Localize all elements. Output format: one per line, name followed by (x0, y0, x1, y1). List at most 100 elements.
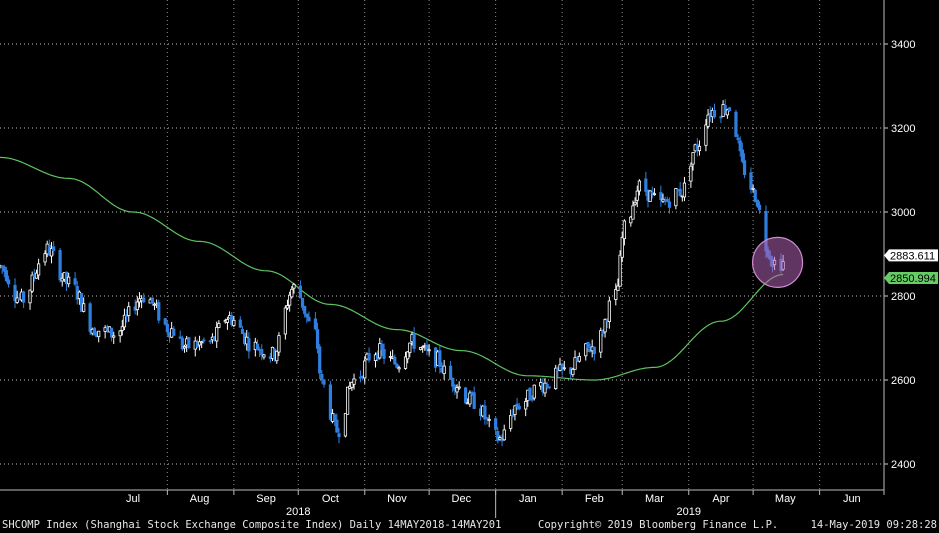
x-tick-label: Dec (452, 493, 472, 505)
candle-body (112, 335, 116, 338)
candle-body (22, 291, 26, 303)
candle-body (622, 220, 626, 240)
candle-body (120, 326, 124, 331)
candle-body (691, 152, 695, 165)
candle-body (592, 346, 596, 355)
candle-body (704, 124, 708, 146)
x-tick-label: Sep (256, 493, 276, 505)
candle-body (571, 368, 575, 376)
candle-body (560, 363, 564, 370)
candle-body (408, 342, 412, 353)
candle-body (509, 415, 513, 429)
ma-value-label-text: 2850.994 (890, 273, 936, 285)
candle-body (648, 190, 652, 202)
candle-body (247, 338, 251, 352)
candle-body (457, 386, 461, 389)
footer-copyright: Copyright© 2019 Bloomberg Finance L.P. (538, 519, 779, 531)
candle-body (577, 355, 581, 362)
x-tick-label: Feb (585, 493, 604, 505)
candle-body (403, 356, 408, 369)
candle-body (343, 413, 348, 437)
candle-body (528, 387, 532, 401)
candle-body (350, 381, 354, 388)
x-tick-label: Jan (519, 493, 537, 505)
candle-body (620, 236, 624, 258)
candle-body (712, 110, 717, 118)
candle-body (118, 330, 122, 337)
candle-body (498, 437, 502, 440)
highlight-circle (751, 236, 804, 288)
last-price-label-text: 2883.611 (890, 250, 935, 262)
candle-body (502, 429, 506, 441)
candle-body (363, 360, 367, 379)
y-tick-label: 3000 (891, 207, 915, 219)
candle-body (313, 318, 318, 330)
y-tick-label: 2600 (891, 375, 915, 387)
candle-body (260, 349, 264, 356)
candle-body (740, 149, 744, 162)
candle-body (292, 283, 296, 289)
candle-body (517, 405, 521, 410)
candle-body (367, 353, 371, 361)
candle-body (232, 319, 236, 326)
candle-body (397, 367, 401, 370)
candle-body (573, 357, 577, 370)
candle-body (217, 323, 221, 328)
candle-body (67, 276, 71, 285)
footer-security-description: SHCOMP Index (Shanghai Stock Exchange Co… (2, 519, 502, 531)
candle-body (682, 182, 687, 198)
candle-body (736, 137, 740, 140)
candle-body (661, 198, 665, 202)
candle-body (734, 111, 738, 138)
candle-body (320, 374, 324, 380)
candle-body (487, 418, 491, 421)
candle-body (631, 205, 635, 220)
candle-body (652, 193, 657, 196)
candle-body (49, 248, 54, 257)
candle-body (742, 160, 747, 176)
candle-body (554, 367, 558, 389)
candle-body (727, 107, 732, 112)
candle-body (380, 343, 384, 351)
candle-body (511, 414, 515, 417)
y-tick-label: 3400 (891, 39, 915, 51)
year-label: 2018 (286, 506, 310, 518)
candle-body (163, 318, 167, 325)
candle-body (197, 341, 202, 346)
candle-body (275, 350, 279, 362)
candle-body (382, 349, 386, 359)
candle-body (52, 246, 56, 252)
y-tick-label: 2400 (891, 459, 915, 471)
candle-body (749, 172, 753, 190)
y-tick-label: 3200 (891, 123, 915, 135)
candle-body (13, 284, 17, 302)
candle-body (15, 297, 19, 303)
footer-bar: SHCOMP Index (Shanghai Stock Exchange Co… (0, 518, 939, 533)
candle-body (584, 343, 588, 357)
candle-body (172, 328, 176, 336)
candle-body (464, 387, 468, 404)
candle-body (307, 316, 311, 322)
candle-body (378, 343, 382, 359)
candle-body (483, 405, 487, 420)
candle-body (442, 365, 446, 374)
candle-body (333, 414, 337, 421)
candle-body (616, 285, 620, 291)
candle-body (635, 190, 639, 201)
candle-body (285, 305, 290, 309)
x-tick-label: May (775, 493, 796, 505)
candle-body (689, 165, 693, 182)
candle-body (240, 328, 245, 335)
candle-body (215, 326, 219, 342)
candle-body (562, 367, 566, 370)
candle-body (298, 285, 302, 299)
ma-value-label-background (884, 271, 938, 284)
candle-body (472, 392, 476, 409)
y-tick-label: 2800 (891, 291, 915, 303)
candle-body (58, 250, 62, 281)
candle-body (122, 314, 127, 328)
candle-body (262, 354, 266, 358)
x-tick-label: Aug (190, 493, 210, 505)
candle-body (725, 109, 729, 116)
candle-body (335, 419, 339, 433)
